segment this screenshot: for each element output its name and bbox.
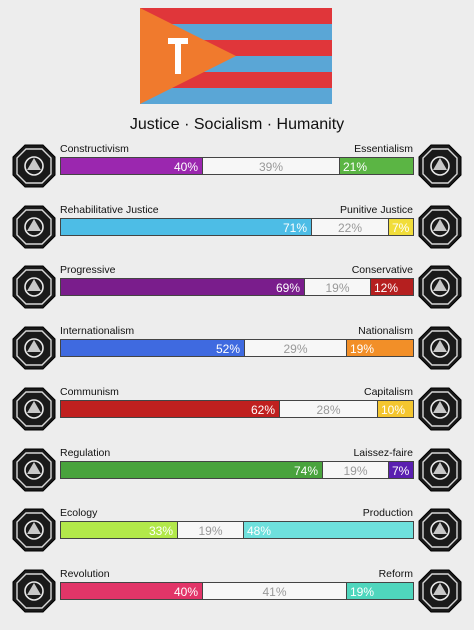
axis-left-segment: 33% <box>60 521 177 540</box>
axis-neutral-segment: 19% <box>304 278 371 297</box>
axis-row: Progressive Conservative 69% 19% 12% <box>0 264 474 326</box>
axis-neutral-segment: 19% <box>322 460 389 479</box>
axis-right-label: Production <box>362 507 413 520</box>
axis-left-segment: 71% <box>60 217 311 236</box>
handshake-icon <box>12 205 56 249</box>
axis-right-segment: 10% <box>378 399 414 418</box>
axis-neutral-segment: 28% <box>279 399 378 418</box>
axis-right-label: Essentialism <box>354 143 413 155</box>
ballot-icon <box>418 569 462 613</box>
money-bag-icon <box>418 387 462 431</box>
axis-right-segment: 7% <box>389 217 414 236</box>
axis-left-segment: 52% <box>60 339 244 358</box>
axis-row: Ecology Production 33% 19% 48% <box>0 507 474 569</box>
axis-left-label: Ecology <box>60 507 98 520</box>
axis-row: Revolution Reform 40% 41% 19% <box>0 568 474 630</box>
axis-bar: 62% 28% 10% <box>60 399 414 418</box>
axis-row: Regulation Laissez-faire 74% 19% 7% <box>0 447 474 509</box>
hammer-icon <box>168 38 188 74</box>
axis-right-segment: 7% <box>389 460 414 479</box>
birds-icon <box>418 448 462 491</box>
axis-neutral-segment: 39% <box>202 157 340 175</box>
hourglass-icon <box>418 265 462 309</box>
axis-left-label: Regulation <box>60 446 111 459</box>
axis-left-label: Rehabilitative Justice <box>60 203 159 216</box>
globe-icon <box>12 326 56 370</box>
axis-right-segment: 19% <box>347 339 414 358</box>
axis-row: Internationalism Nationalism 52% 29% 19% <box>0 325 474 387</box>
national-flag-icon <box>418 326 462 370</box>
axis-right-label: Reform <box>378 567 413 580</box>
axis-row: Rehabilitative Justice Punitive Justice 71… <box>0 204 474 266</box>
flag-stripe-blue <box>140 88 332 104</box>
axis-right-segment: 19% <box>347 581 414 600</box>
axis-right-label: Capitalism <box>363 385 413 398</box>
axis-bar: 74% 19% 7% <box>60 460 414 479</box>
revolution-icon <box>12 569 56 613</box>
axis-neutral-segment: 41% <box>202 581 347 600</box>
regulation-icon <box>12 448 56 491</box>
axis-right-label: Conservative <box>351 264 413 277</box>
axis-left-label: Progressive <box>60 264 116 277</box>
constructivism-icon <box>12 144 56 188</box>
factory-icon <box>418 508 462 552</box>
axis-left-segment: 62% <box>60 399 279 418</box>
axis-left-segment: 69% <box>60 278 304 297</box>
axis-row: Communism Capitalism 62% 28% 10% <box>0 386 474 448</box>
rocket-icon <box>12 265 56 309</box>
prison-bars-icon <box>418 205 462 249</box>
axis-right-segment: 21% <box>340 157 414 175</box>
axis-left-label: Communism <box>60 385 119 398</box>
axis-left-label: Revolution <box>60 567 110 580</box>
hammer-sickle-icon <box>12 387 56 431</box>
axis-right-label: Laissez-faire <box>353 446 413 459</box>
axis-bar: 40% 41% 19% <box>60 581 414 600</box>
axis-left-label: Internationalism <box>60 325 135 338</box>
wheat-icon <box>12 508 56 552</box>
axis-neutral-segment: 29% <box>244 339 347 358</box>
flag <box>140 8 332 104</box>
motto-title: Justice · Socialism · Humanity <box>129 116 345 133</box>
axis-bar: 69% 19% 12% <box>60 278 414 297</box>
flag-triangle <box>140 8 236 104</box>
axis-right-segment: 12% <box>371 278 414 297</box>
axis-left-segment: 74% <box>60 460 322 479</box>
axis-bar: 33% 19% 48% <box>60 521 414 540</box>
axis-right-label: Punitive Justice <box>340 203 413 216</box>
axis-row: Constructivism Essentialism 40% 39% 21% <box>0 143 474 205</box>
axis-right-label: Nationalism <box>358 325 413 338</box>
axis-left-label: Constructivism <box>60 143 129 155</box>
axis-right-segment: 48% <box>244 521 414 540</box>
axis-bar: 71% 22% 7% <box>60 217 414 236</box>
essentialism-icon <box>418 144 462 188</box>
axis-neutral-segment: 19% <box>177 521 244 540</box>
axis-neutral-segment: 22% <box>311 217 389 236</box>
axis-bar: 40% 39% 21% <box>60 157 414 175</box>
axis-left-segment: 40% <box>60 157 202 175</box>
axis-left-segment: 40% <box>60 581 202 600</box>
axis-bar: 52% 29% 19% <box>60 339 414 358</box>
